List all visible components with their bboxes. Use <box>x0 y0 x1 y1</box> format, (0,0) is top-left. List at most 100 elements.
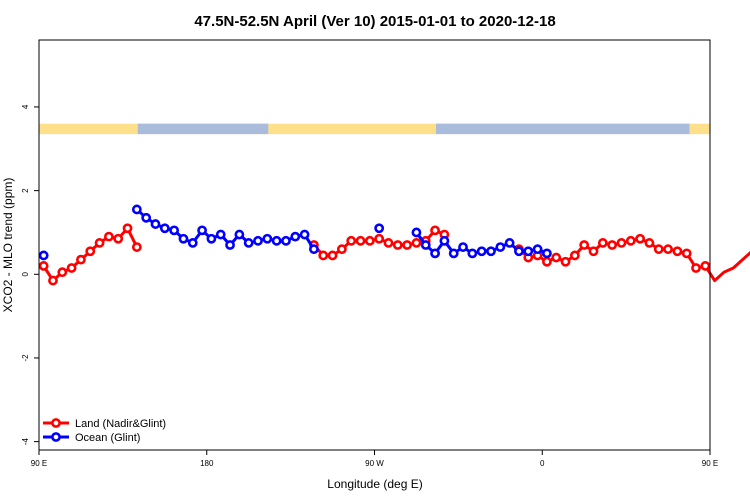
data-point <box>243 238 254 248</box>
data-point <box>225 240 235 250</box>
data-point <box>560 256 571 267</box>
data-point <box>486 246 496 257</box>
data-point <box>94 238 105 248</box>
data-point <box>122 223 133 234</box>
data-point <box>383 238 394 248</box>
data-point <box>215 229 226 240</box>
x-tick-label: 90 E <box>31 459 47 468</box>
y-axis-label: XCO2 - MLO trend (ppm) <box>1 178 15 313</box>
y-axis: -4 -2 0 2 4 <box>21 104 39 445</box>
data-point <box>681 248 692 259</box>
data-point <box>644 238 655 248</box>
data-point <box>309 244 319 255</box>
data-point <box>374 223 385 234</box>
legend-label: Land (Nadir&Glint) <box>75 418 166 430</box>
data-point <box>253 235 263 246</box>
data-point <box>76 254 86 265</box>
data-point <box>616 238 627 248</box>
data-point <box>169 225 180 236</box>
x-axis-label: Longitude (deg E) <box>327 477 422 491</box>
data-point <box>355 235 366 246</box>
series-land <box>38 223 750 286</box>
data-point <box>234 229 245 240</box>
data-point <box>448 248 459 259</box>
data-point <box>532 244 543 255</box>
data-point <box>597 238 608 248</box>
data-point <box>131 204 142 215</box>
x-tick-label: 90 W <box>365 459 384 468</box>
x-tick-label: 180 <box>200 459 214 468</box>
surface-type-band <box>39 123 710 135</box>
data-point <box>402 240 413 250</box>
data-point <box>38 250 49 261</box>
data-point <box>672 246 683 257</box>
data-point <box>411 238 422 248</box>
data-point <box>364 235 375 246</box>
data-series <box>38 204 750 286</box>
legend-label: Ocean (Glint) <box>75 432 140 444</box>
y-tick-label: 0 <box>21 272 30 277</box>
series-ocean <box>38 204 552 261</box>
data-point <box>430 248 440 259</box>
data-point <box>514 246 524 257</box>
data-point <box>38 261 49 271</box>
data-point <box>439 235 450 246</box>
chart-title: 47.5N-52.5N April (Ver 10) 2015-01-01 to… <box>194 13 555 30</box>
legend-swatch-marker <box>51 418 61 428</box>
data-point <box>569 250 580 261</box>
data-point <box>523 246 534 257</box>
ocean-band <box>137 123 269 135</box>
x-tick-label: 0 <box>540 459 545 468</box>
data-point <box>131 242 142 252</box>
y-tick-label: 2 <box>21 188 30 193</box>
data-point <box>374 233 385 244</box>
data-point <box>336 244 347 255</box>
y-tick-label: -4 <box>21 438 30 446</box>
data-point <box>691 263 701 273</box>
y-tick-label: -2 <box>21 354 30 362</box>
data-point <box>420 240 431 250</box>
data-point <box>66 263 77 273</box>
data-point <box>318 250 329 261</box>
data-point <box>346 235 357 246</box>
data-point <box>551 252 562 263</box>
data-point <box>542 248 552 259</box>
data-point <box>48 275 58 286</box>
data-point <box>187 238 198 248</box>
data-point <box>113 233 124 244</box>
legend-swatch-marker <box>51 432 61 442</box>
data-point <box>290 231 301 242</box>
data-point <box>197 225 207 236</box>
data-point <box>700 261 711 271</box>
data-point <box>178 233 189 244</box>
land-band <box>39 123 710 135</box>
legend: Land (Nadir&Glint) Ocean (Glint) <box>43 418 166 444</box>
data-point <box>635 233 646 244</box>
data-point <box>430 225 440 236</box>
data-point <box>476 246 487 257</box>
x-tick-label: 90 E <box>702 459 718 468</box>
data-point <box>392 240 403 250</box>
data-point <box>141 212 152 223</box>
data-point <box>625 235 636 246</box>
data-point <box>85 246 96 257</box>
x-axis: 90 E 180 90 W 0 90 E <box>31 450 718 468</box>
data-point <box>271 235 282 246</box>
data-point <box>327 250 338 261</box>
data-point <box>206 233 217 244</box>
data-point <box>542 256 552 267</box>
data-point <box>159 223 170 234</box>
data-point <box>504 238 515 248</box>
data-point <box>588 246 599 257</box>
data-point <box>458 242 468 252</box>
ocean-band <box>436 123 690 135</box>
data-point <box>411 227 422 238</box>
data-point <box>299 229 310 240</box>
data-point <box>262 233 273 244</box>
data-point <box>467 248 478 259</box>
data-point <box>495 242 506 252</box>
data-point <box>579 240 590 250</box>
data-point <box>150 219 161 229</box>
data-point <box>281 235 291 246</box>
